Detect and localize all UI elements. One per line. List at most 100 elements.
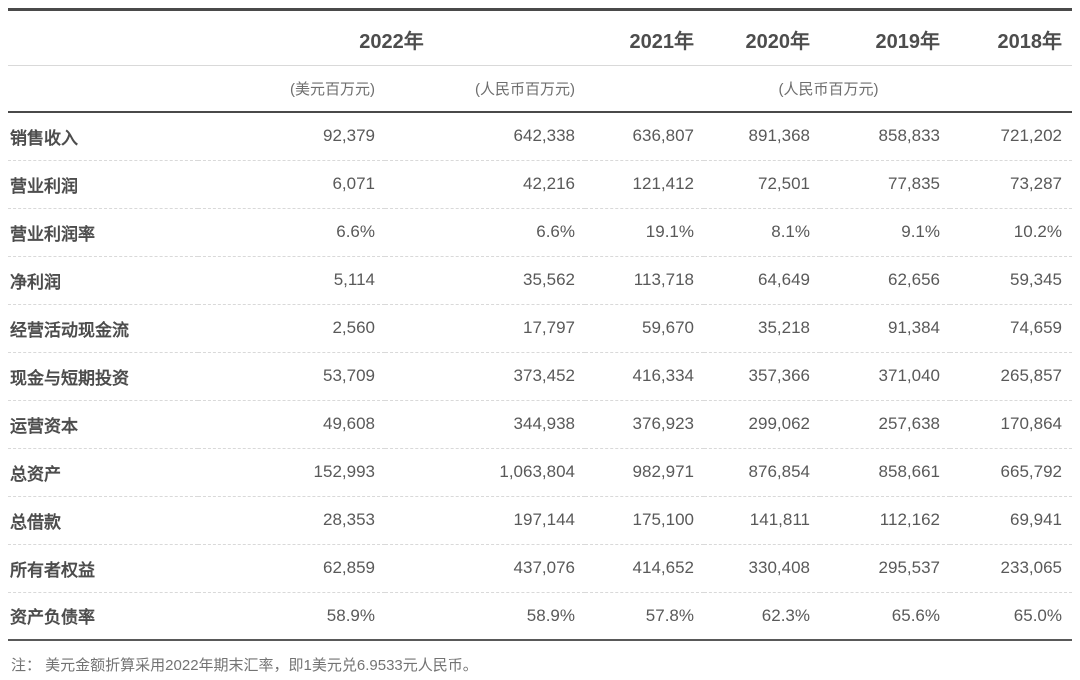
value-cell: 376,923 (585, 400, 704, 449)
value-cell: 64,649 (704, 256, 820, 305)
row-label: 总借款 (8, 496, 198, 545)
value-cell: 28,353 (198, 496, 385, 545)
value-cell: 876,854 (704, 448, 820, 497)
table-row: 净利润 5,114 35,562 113,718 64,649 62,656 59,345 (8, 256, 1072, 305)
table-row: 营业利润率 6.6% 6.6% 19.1% 8.1% 9.1% 10.2% (8, 208, 1072, 257)
row-label: 营业利润 (8, 160, 198, 209)
value-cell: 74,659 (950, 304, 1072, 353)
value-cell: 295,537 (820, 544, 950, 593)
year-header-2020: 2020年 (704, 9, 820, 66)
table-row: 资产负债率 58.9% 58.9% 57.8% 62.3% 65.6% 65.0% (8, 592, 1072, 641)
value-cell: 373,452 (385, 352, 585, 401)
value-cell: 2,560 (198, 304, 385, 353)
table-row: 现金与短期投资 53,709 373,452 416,334 357,366 371,04… (8, 352, 1072, 401)
value-cell: 62,656 (820, 256, 950, 305)
year-header-2018: 2018年 (950, 9, 1072, 66)
value-cell: 92,379 (198, 112, 385, 161)
value-cell: 62.3% (704, 592, 820, 641)
value-cell: 636,807 (585, 112, 704, 161)
unit-header-rmb-2022: (人民币百万元) (385, 65, 585, 113)
table-row: 运营资本 49,608 344,938 376,923 299,062 257,638 17… (8, 400, 1072, 449)
row-label: 营业利润率 (8, 208, 198, 257)
table-row: 总资产 152,993 1,063,804 982,971 876,854 858,661… (8, 448, 1072, 497)
value-cell: 77,835 (820, 160, 950, 209)
value-cell: 152,993 (198, 448, 385, 497)
value-cell: 62,859 (198, 544, 385, 593)
value-cell: 113,718 (585, 256, 704, 305)
value-cell: 665,792 (950, 448, 1072, 497)
financial-summary-table: 2022年 2021年 2020年 2019年 2018年 (美元百万元) (人… (8, 8, 1072, 641)
row-label: 总资产 (8, 448, 198, 497)
year-header-2021: 2021年 (585, 9, 704, 66)
value-cell: 982,971 (585, 448, 704, 497)
value-cell: 299,062 (704, 400, 820, 449)
row-label: 资产负债率 (8, 592, 198, 641)
value-cell: 330,408 (704, 544, 820, 593)
value-cell: 17,797 (385, 304, 585, 353)
value-cell: 5,114 (198, 256, 385, 305)
corner-cell (8, 9, 198, 66)
value-cell: 6.6% (385, 208, 585, 257)
value-cell: 6.6% (198, 208, 385, 257)
value-cell: 175,100 (585, 496, 704, 545)
value-cell: 141,811 (704, 496, 820, 545)
unit-header-usd: (美元百万元) (198, 65, 385, 113)
row-label: 现金与短期投资 (8, 352, 198, 401)
table-row: 营业利润 6,071 42,216 121,412 72,501 77,835 73,287 (8, 160, 1072, 209)
value-cell: 58.9% (198, 592, 385, 641)
value-cell: 8.1% (704, 208, 820, 257)
year-header-row: 2022年 2021年 2020年 2019年 2018年 (8, 9, 1072, 66)
value-cell: 344,938 (385, 400, 585, 449)
table-row: 经营活动现金流 2,560 17,797 59,670 35,218 91,384 74,6… (8, 304, 1072, 353)
row-label: 经营活动现金流 (8, 304, 198, 353)
footnote: 注： 美元金额折算采用2022年期末汇率，即1美元兑6.9533元人民币。 (11, 657, 478, 674)
value-cell: 197,144 (385, 496, 585, 545)
value-cell: 416,334 (585, 352, 704, 401)
value-cell: 35,218 (704, 304, 820, 353)
value-cell: 642,338 (385, 112, 585, 161)
value-cell: 257,638 (820, 400, 950, 449)
value-cell: 858,833 (820, 112, 950, 161)
value-cell: 10.2% (950, 208, 1072, 257)
value-cell: 371,040 (820, 352, 950, 401)
table-row: 总借款 28,353 197,144 175,100 141,811 112,162 69,… (8, 496, 1072, 545)
table-row: 销售收入 92,379 642,338 636,807 891,368 858,833 72… (8, 112, 1072, 161)
value-cell: 1,063,804 (385, 448, 585, 497)
unit-header-rmb-history: (人民币百万元) (585, 65, 1072, 113)
value-cell: 91,384 (820, 304, 950, 353)
value-cell: 112,162 (820, 496, 950, 545)
value-cell: 59,345 (950, 256, 1072, 305)
value-cell: 170,864 (950, 400, 1072, 449)
row-label: 运营资本 (8, 400, 198, 449)
value-cell: 57.8% (585, 592, 704, 641)
unit-empty-cell (8, 65, 198, 113)
value-cell: 721,202 (950, 112, 1072, 161)
table-header: 2022年 2021年 2020年 2019年 2018年 (美元百万元) (人… (8, 9, 1072, 113)
value-cell: 73,287 (950, 160, 1072, 209)
table-row: 所有者权益 62,859 437,076 414,652 330,408 295,537 2… (8, 544, 1072, 593)
row-label: 销售收入 (8, 112, 198, 161)
row-label: 所有者权益 (8, 544, 198, 593)
value-cell: 65.6% (820, 592, 950, 641)
unit-header-row: (美元百万元) (人民币百万元) (人民币百万元) (8, 65, 1072, 113)
value-cell: 414,652 (585, 544, 704, 593)
year-header-2019: 2019年 (820, 9, 950, 66)
value-cell: 858,661 (820, 448, 950, 497)
value-cell: 6,071 (198, 160, 385, 209)
value-cell: 49,608 (198, 400, 385, 449)
value-cell: 59,670 (585, 304, 704, 353)
value-cell: 42,216 (385, 160, 585, 209)
value-cell: 9.1% (820, 208, 950, 257)
value-cell: 357,366 (704, 352, 820, 401)
value-cell: 891,368 (704, 112, 820, 161)
value-cell: 35,562 (385, 256, 585, 305)
value-cell: 72,501 (704, 160, 820, 209)
value-cell: 65.0% (950, 592, 1072, 641)
value-cell: 53,709 (198, 352, 385, 401)
value-cell: 437,076 (385, 544, 585, 593)
value-cell: 121,412 (585, 160, 704, 209)
value-cell: 69,941 (950, 496, 1072, 545)
value-cell: 19.1% (585, 208, 704, 257)
table-body: 销售收入 92,379 642,338 636,807 891,368 858,833 72… (8, 112, 1072, 641)
